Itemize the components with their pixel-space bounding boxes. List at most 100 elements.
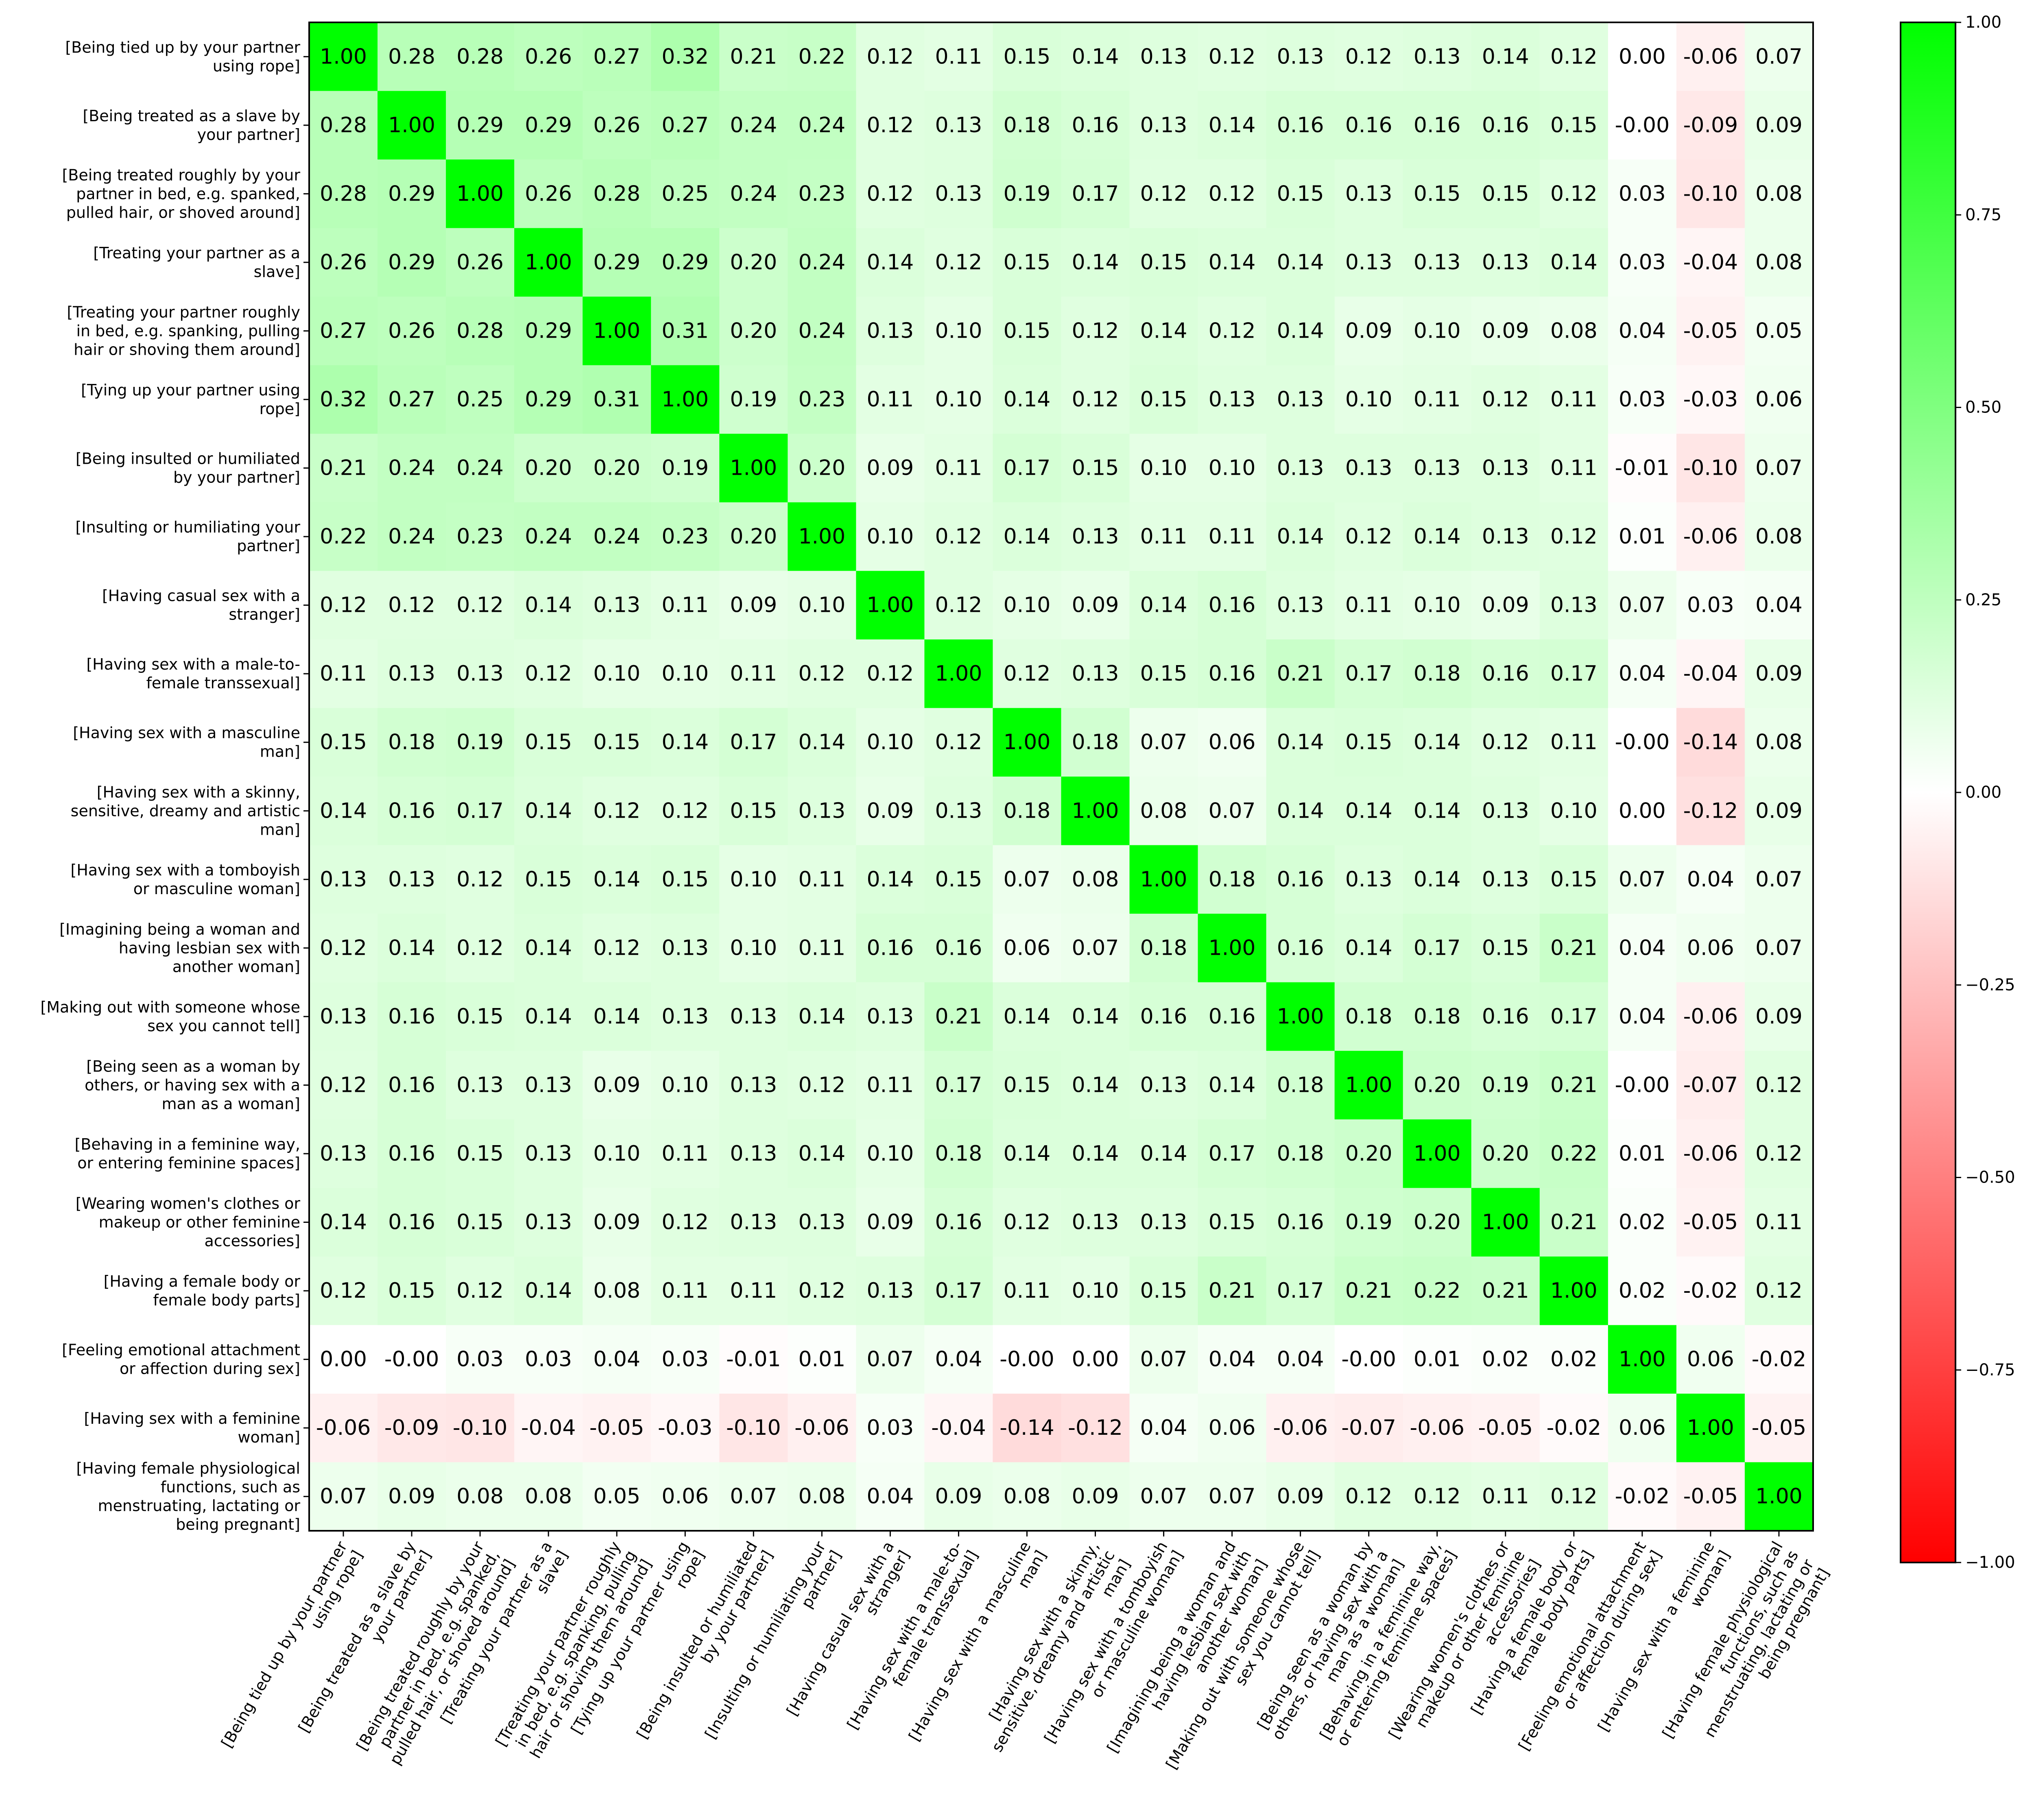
heatmap-cell — [1129, 91, 1198, 160]
cell-value: 0.16 — [388, 799, 435, 823]
heatmap-cell — [651, 1188, 720, 1257]
heatmap-cell — [1676, 297, 1745, 366]
heatmap-cell — [514, 228, 583, 297]
heatmap-cell — [1676, 502, 1745, 571]
heatmap-cell — [1334, 365, 1403, 434]
heatmap-cell — [1061, 22, 1130, 92]
heatmap-cell — [1471, 228, 1540, 297]
heatmap-cell — [583, 1051, 651, 1120]
heatmap-cell — [378, 1051, 446, 1120]
cell-value: 0.13 — [1345, 867, 1392, 892]
row-label: [Behaving in a feminine way, or entering … — [74, 1135, 300, 1172]
heatmap-cell — [993, 914, 1061, 983]
heatmap-cell — [856, 571, 925, 640]
cell-value: 0.15 — [730, 799, 777, 823]
heatmap-cell — [1403, 1325, 1472, 1394]
row-label: [Insulting or humiliating your partner] — [75, 518, 300, 555]
heatmap-cell — [1266, 159, 1335, 229]
cell-value: 0.19 — [730, 387, 777, 412]
heatmap-cell — [1539, 159, 1608, 229]
cell-value: 1.00 — [593, 319, 640, 343]
heatmap-cell — [1129, 1393, 1198, 1462]
heatmap-cell — [1334, 434, 1403, 503]
heatmap-cell — [1061, 982, 1130, 1051]
cell-value: 0.08 — [456, 1484, 504, 1509]
cell-value: 0.24 — [798, 319, 845, 343]
heatmap-cell — [719, 159, 788, 229]
heatmap-cell — [1539, 845, 1608, 914]
heatmap-cell — [993, 982, 1061, 1051]
heatmap-cell — [651, 365, 720, 434]
heatmap-cell — [309, 91, 378, 160]
cell-value: 0.10 — [593, 661, 640, 686]
cell-value: 0.08 — [1755, 730, 1803, 755]
heatmap-cell — [788, 502, 856, 571]
cell-value: 0.14 — [1004, 524, 1051, 549]
heatmap-cell — [1608, 91, 1677, 160]
cell-value: 0.29 — [456, 113, 504, 137]
cell-value: 0.13 — [1482, 799, 1529, 823]
heatmap-cell — [1198, 297, 1267, 366]
cell-value: 0.02 — [1619, 1279, 1666, 1303]
heatmap-cell — [924, 1119, 993, 1188]
cell-value: 0.13 — [730, 1141, 777, 1166]
heatmap-cell — [993, 1393, 1061, 1462]
heatmap-cell — [1334, 571, 1403, 640]
cell-value: 0.01 — [1414, 1347, 1461, 1372]
heatmap-cell — [1334, 1325, 1403, 1394]
cell-value: 0.13 — [1345, 250, 1392, 275]
heatmap-cell — [1266, 1325, 1335, 1394]
cell-value: 0.15 — [456, 1141, 504, 1166]
heatmap-cell — [1539, 365, 1608, 434]
heatmap-cell — [1129, 1119, 1198, 1188]
cell-value: 0.13 — [525, 1141, 572, 1166]
cell-value: 0.16 — [388, 1141, 435, 1166]
cell-value: 0.15 — [1277, 181, 1324, 206]
cell-value: 0.04 — [1140, 1416, 1187, 1440]
cell-value: 0.21 — [730, 44, 777, 69]
heatmap-cell — [1403, 22, 1472, 92]
cell-value: 0.14 — [1277, 524, 1324, 549]
heatmap-cell — [924, 708, 993, 777]
heatmap-cell — [1608, 845, 1677, 914]
row-label-line: being pregnant] — [176, 1516, 300, 1534]
heatmap-cell — [856, 22, 925, 92]
row-label: [Feeling emotional attachment or affectio… — [62, 1341, 300, 1378]
heatmap-cell — [1744, 365, 1814, 434]
cell-value: 0.12 — [1004, 661, 1051, 686]
heatmap-cell — [788, 914, 856, 983]
cell-value: -0.02 — [1683, 1279, 1738, 1303]
heatmap-cell — [1471, 159, 1540, 229]
cell-value: 0.15 — [525, 730, 572, 755]
heatmap-cell — [1539, 91, 1608, 160]
heatmap-cell — [993, 708, 1061, 777]
cell-value: 0.09 — [1072, 593, 1119, 618]
heatmap-cell — [514, 1325, 583, 1394]
cell-value: 1.00 — [1209, 936, 1256, 960]
cell-value: 0.16 — [1277, 867, 1324, 892]
row-label-line: female body parts] — [153, 1291, 300, 1309]
cell-value: 0.23 — [661, 524, 709, 549]
cell-value: 0.18 — [388, 730, 435, 755]
row-label-line: man] — [260, 821, 300, 838]
cell-value: 0.11 — [1550, 730, 1598, 755]
heatmap-cell — [1266, 845, 1335, 914]
cell-value: 0.13 — [1550, 593, 1598, 618]
cell-value: -0.14 — [1683, 730, 1738, 755]
heatmap-cell — [924, 228, 993, 297]
heatmap-cell — [788, 982, 856, 1051]
heatmap-cell — [583, 434, 651, 503]
cell-value: 0.20 — [525, 456, 572, 480]
heatmap-cell — [719, 914, 788, 983]
cell-value: 0.14 — [388, 936, 435, 960]
heatmap-cell — [583, 571, 651, 640]
cell-value: 0.12 — [935, 593, 982, 618]
heatmap-cell — [1676, 708, 1745, 777]
heatmap-cell — [1403, 502, 1472, 571]
cell-value: 0.13 — [1482, 524, 1529, 549]
cell-value: 0.12 — [593, 799, 640, 823]
heatmap-cell — [1403, 914, 1472, 983]
row-label-line: [Being tied up by your partner — [65, 38, 300, 56]
row-label-line: [Being seen as a woman by — [86, 1057, 300, 1075]
row-label: [Having female physiological functions, s… — [76, 1460, 300, 1534]
